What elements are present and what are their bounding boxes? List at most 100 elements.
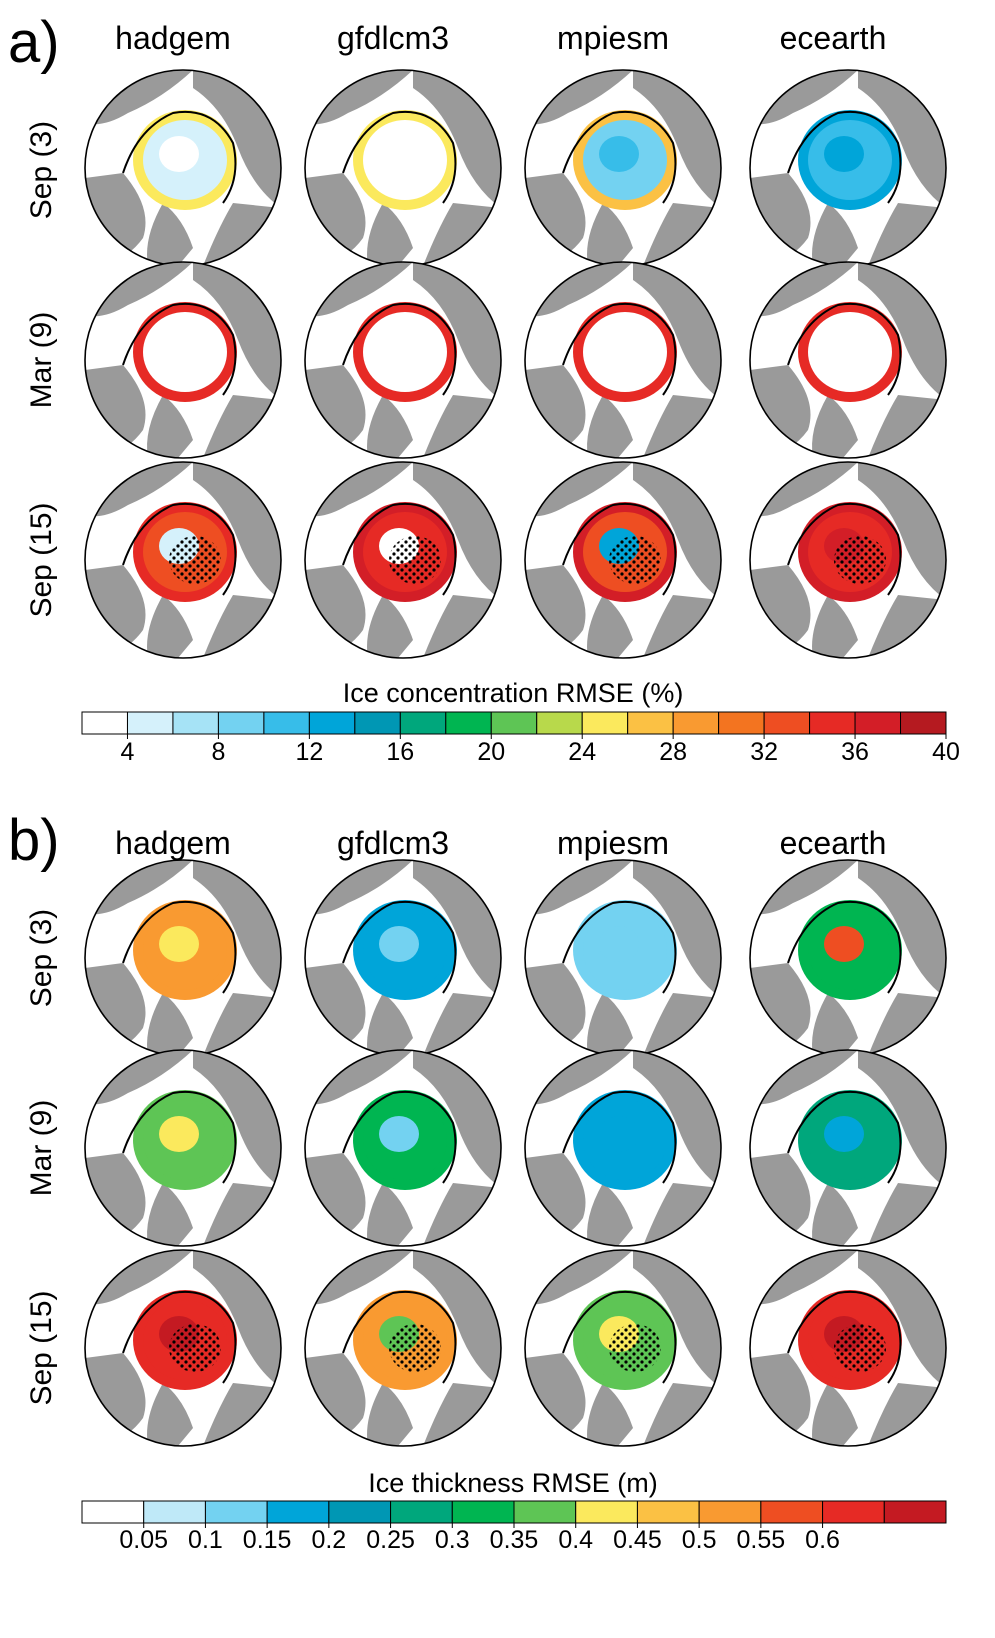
ice-field-core <box>824 136 864 172</box>
significance-stippling <box>169 1324 221 1372</box>
panel-b-colorbar-tick-label: 0.1 <box>188 1526 223 1554</box>
ice-field-core <box>599 328 639 364</box>
panel-a-colorbar-tick-label: 28 <box>659 738 688 766</box>
panel-a-map-ecearth-row-0 <box>749 69 947 267</box>
panel-b-map-gfdlcm3-row-1 <box>304 1049 502 1247</box>
panel-b-colorbar-title: Ice thickness RMSE (m) <box>368 1468 658 1498</box>
map-outline <box>749 461 947 659</box>
coastline <box>562 302 677 396</box>
panel-a-colorbar-tick-label: 40 <box>932 738 960 766</box>
ice-field-core <box>159 926 199 962</box>
map-outline <box>524 261 722 459</box>
panel-a-colorbar-swatch-11 <box>581 711 629 735</box>
land-greenland <box>147 595 193 658</box>
panel-b-map-ecearth-row-1 <box>749 1049 947 1247</box>
map-outline <box>524 461 722 659</box>
coastline <box>562 900 677 994</box>
panel-b-colorbar-swatch-10 <box>698 1500 762 1524</box>
panel-a-map-hadgem-row-0 <box>84 69 282 267</box>
land-greenland <box>812 993 858 1056</box>
ice-field-core <box>824 1116 864 1152</box>
panel-b-colorbar-tick-label: 0.15 <box>242 1526 292 1554</box>
map-outline <box>304 1049 502 1247</box>
panel-b-colorbar-swatch-7 <box>513 1500 577 1524</box>
map-outline <box>84 1049 282 1247</box>
land-greenland <box>587 203 633 266</box>
panel-a-letter: a) <box>8 10 60 75</box>
land-greenland <box>587 1183 633 1246</box>
ice-field-core <box>599 926 639 962</box>
ice-field-core <box>159 136 199 172</box>
panel-a-colorbar-swatch-18 <box>900 711 947 735</box>
panel-b-colorbar-swatch-1 <box>143 1500 206 1524</box>
land-greenland <box>812 203 858 266</box>
ice-field-core <box>159 1116 199 1152</box>
panel-a-colorbar-tick-label: 20 <box>477 738 506 766</box>
panel-a-colorbar-swatch-8 <box>445 711 492 735</box>
coastline <box>122 1090 237 1184</box>
panel-b-colorbar-swatch-13 <box>883 1500 947 1524</box>
panel-a-colorbar-swatch-3 <box>217 711 265 735</box>
significance-stippling <box>609 1324 661 1372</box>
panel-a-colorbar-swatch-14 <box>718 711 765 735</box>
panel-b-colorbar-tick-label: 0.05 <box>119 1526 169 1554</box>
map-outline <box>304 461 502 659</box>
panel-b-colorbar-tick-label: 0.45 <box>613 1526 662 1554</box>
panel-a-map-mpiesm-row-2 <box>524 461 722 659</box>
coastline <box>787 502 902 596</box>
panel-a-colorbar-tick-label: 12 <box>295 738 324 766</box>
panel-a-colorbar-tick-label: 4 <box>120 738 135 766</box>
land-greenland <box>147 1383 193 1446</box>
panel-b-colorbar-swatch-0 <box>81 1500 145 1524</box>
coastline <box>787 1090 902 1184</box>
panel-b-map-hadgem-row-2 <box>84 1249 282 1447</box>
panel-a-colorbar-tick-label: 8 <box>211 738 226 766</box>
panel-a-colorbar-tick-label: 36 <box>841 738 869 766</box>
panel-a-colorbar-swatch-10 <box>536 711 583 735</box>
coastline <box>342 1290 457 1384</box>
panel-a-colorbar-swatch-12 <box>627 711 674 735</box>
significance-stippling <box>389 536 441 584</box>
panel-b-colorbar-swatch-6 <box>451 1500 515 1524</box>
map-outline <box>524 1249 722 1447</box>
ice-field-core <box>824 328 864 364</box>
coastline <box>122 1290 237 1384</box>
map-outline <box>749 1249 947 1447</box>
coastline <box>787 110 902 204</box>
map-outline <box>84 461 282 659</box>
land-greenland <box>367 1383 413 1446</box>
panel-b-colorbar-swatch-5 <box>390 1500 453 1524</box>
panel-a-colorbar-swatch-9 <box>490 711 538 735</box>
panel-b-map-gfdlcm3-row-2 <box>304 1249 502 1447</box>
panel-b-colorbar-swatch-12 <box>822 1500 885 1524</box>
ice-field-core <box>379 926 419 962</box>
land-greenland <box>587 595 633 658</box>
panel-a-map-gfdlcm3-row-1 <box>304 261 502 459</box>
panel-b-map-mpiesm-row-2 <box>524 1249 722 1447</box>
coastline <box>342 110 457 204</box>
ice-field-core <box>379 328 419 364</box>
land-greenland <box>367 203 413 266</box>
land-greenland <box>367 395 413 458</box>
panel-a-colorbar-swatch-6 <box>354 711 401 735</box>
coastline <box>342 302 457 396</box>
land-greenland <box>587 395 633 458</box>
panel-b-colorbar-tick-label: 0.2 <box>311 1526 347 1554</box>
ice-field-core <box>599 1116 639 1152</box>
land-greenland <box>587 993 633 1056</box>
panel-a-colorbar-title: Ice concentration RMSE (%) <box>342 678 684 708</box>
land-greenland <box>367 993 413 1056</box>
panel-b-colorbar-tick-label: 0.25 <box>366 1526 415 1554</box>
coastline <box>562 110 677 204</box>
map-outline <box>84 1249 282 1447</box>
panel-b-map-mpiesm-row-0 <box>524 859 722 1057</box>
panel-b-colorbar-swatch-4 <box>328 1500 392 1524</box>
panel-b-map-gfdlcm3-row-0 <box>304 859 502 1057</box>
coastline <box>562 1290 677 1384</box>
coastline <box>342 900 457 994</box>
panel-a-title-ecearth: ecearth <box>779 20 887 56</box>
panel-b-colorbar-tick-label: 0.4 <box>558 1526 594 1554</box>
land-greenland <box>147 1183 193 1246</box>
coastline <box>787 302 902 396</box>
